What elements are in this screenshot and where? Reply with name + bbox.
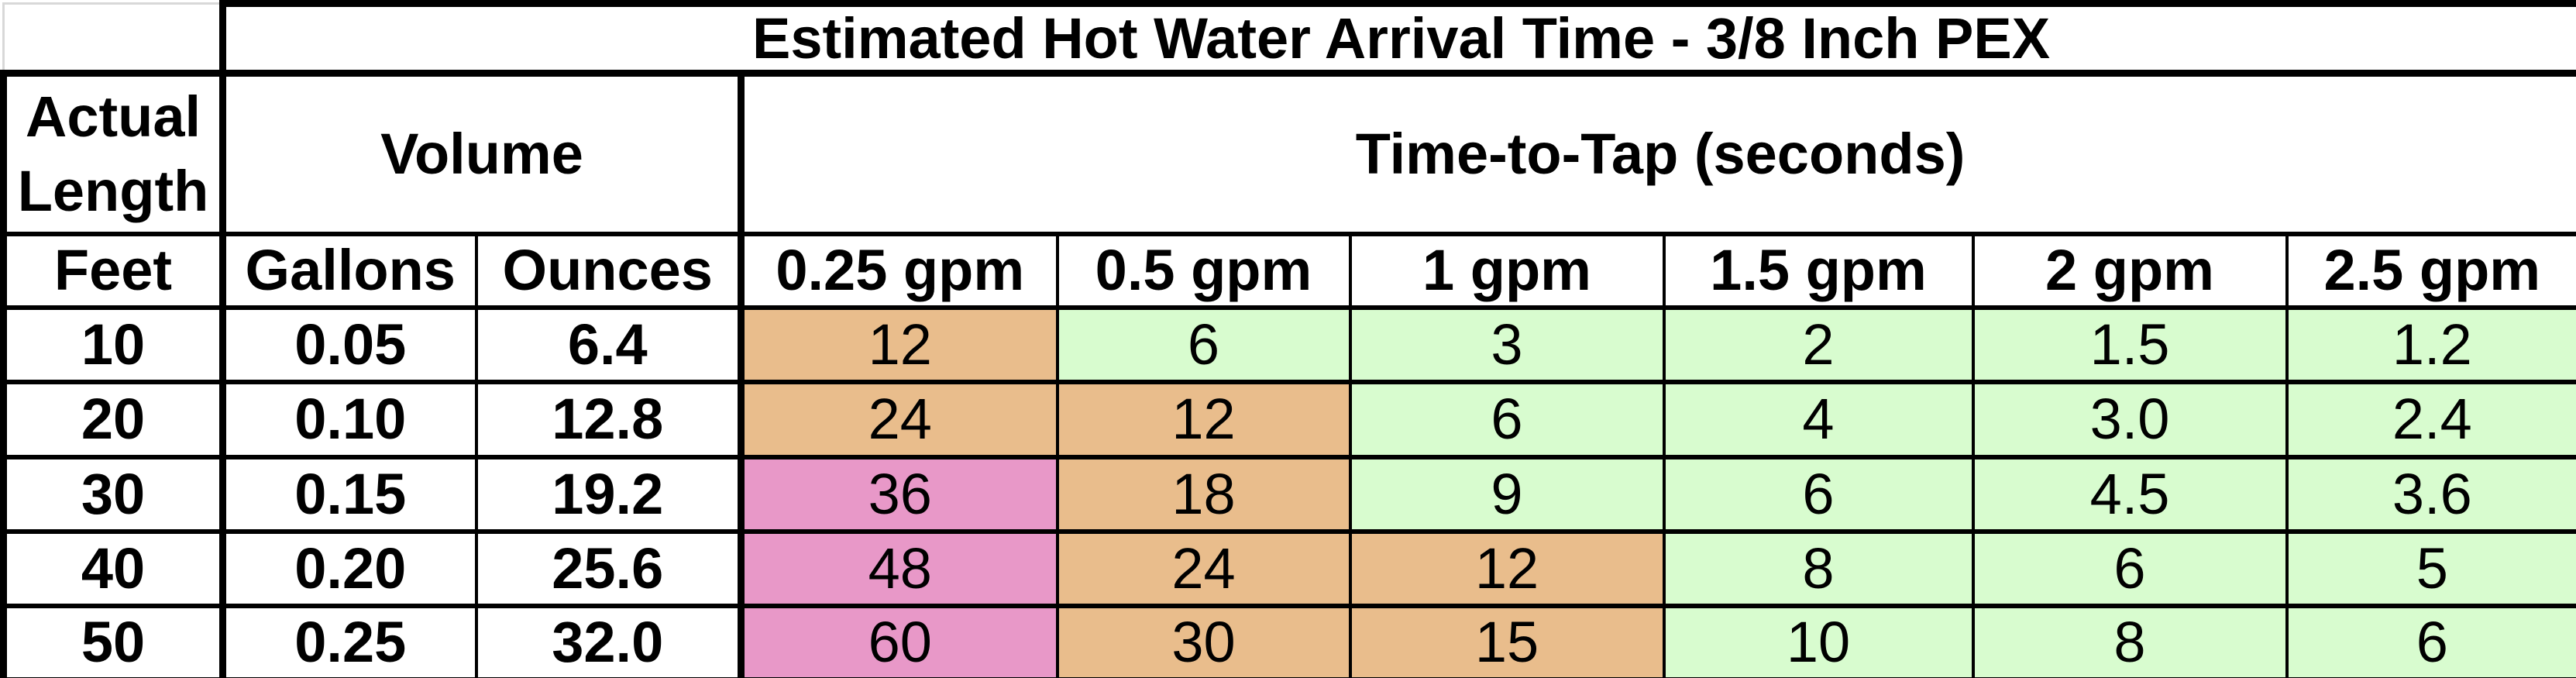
ounces-cell: 6.4 bbox=[474, 305, 745, 384]
ounces-cell: 25.6 bbox=[474, 529, 745, 608]
ounces-cell: 19.2 bbox=[474, 455, 745, 534]
time-cell: 12 bbox=[1348, 529, 1666, 608]
time-cell: 2 bbox=[1662, 305, 1975, 384]
time-cell: 3 bbox=[1348, 305, 1666, 384]
time-cell: 6 bbox=[1662, 455, 1975, 534]
time-cell: 3.0 bbox=[1971, 380, 2289, 459]
feet-cell: 50 bbox=[0, 604, 226, 678]
col-header-15gpm: 1.5 gpm bbox=[1662, 232, 1975, 310]
time-cell: 36 bbox=[739, 455, 1059, 534]
feet-cell: 10 bbox=[0, 305, 226, 384]
time-cell: 48 bbox=[739, 529, 1059, 608]
col-header-gallons: Gallons bbox=[221, 232, 478, 310]
col-header-05gpm: 0.5 gpm bbox=[1055, 232, 1352, 310]
time-cell: 8 bbox=[1971, 604, 2289, 678]
table-row: 30 0.15 19.2 36 18 9 6 4.5 3.6 bbox=[0, 455, 2576, 534]
table-title: Estimated Hot Water Arrival Time - 3/8 I… bbox=[221, 0, 2576, 77]
table-row: 50 0.25 32.0 60 30 15 10 8 6 bbox=[0, 604, 2576, 678]
time-cell: 8 bbox=[1662, 529, 1975, 608]
time-cell: 12 bbox=[739, 305, 1059, 384]
col-header-1gpm: 1 gpm bbox=[1348, 232, 1666, 310]
section-header-row: Actual Length Volume Time-to-Tap (second… bbox=[0, 71, 2576, 236]
section-header-actual-length: Actual Length bbox=[0, 71, 226, 236]
section-header-volume: Volume bbox=[221, 71, 745, 236]
ounces-cell: 12.8 bbox=[474, 380, 745, 459]
title-row: Estimated Hot Water Arrival Time - 3/8 I… bbox=[2, 0, 2576, 77]
time-cell: 24 bbox=[1055, 529, 1352, 608]
time-cell: 9 bbox=[1348, 455, 1666, 534]
corner-cell bbox=[2, 2, 226, 77]
feet-cell: 40 bbox=[0, 529, 226, 608]
time-cell: 24 bbox=[739, 380, 1059, 459]
col-header-25gpm: 2.5 gpm bbox=[2285, 232, 2576, 310]
gallons-cell: 0.20 bbox=[221, 529, 478, 608]
table-row: 10 0.05 6.4 12 6 3 2 1.5 1.2 bbox=[0, 305, 2576, 384]
time-cell: 4 bbox=[1662, 380, 1975, 459]
col-header-feet: Feet bbox=[0, 232, 226, 310]
column-header-row: Feet Gallons Ounces 0.25 gpm 0.5 gpm 1 g… bbox=[0, 232, 2576, 310]
time-cell: 5 bbox=[2285, 529, 2576, 608]
time-cell: 60 bbox=[739, 604, 1059, 678]
time-cell: 18 bbox=[1055, 455, 1352, 534]
table-row: 40 0.20 25.6 48 24 12 8 6 5 bbox=[0, 529, 2576, 608]
time-cell: 6 bbox=[1055, 305, 1352, 384]
time-cell: 10 bbox=[1662, 604, 1975, 678]
time-cell: 30 bbox=[1055, 604, 1352, 678]
col-header-ounces: Ounces bbox=[474, 232, 745, 310]
feet-cell: 20 bbox=[0, 380, 226, 459]
time-cell: 6 bbox=[2285, 604, 2576, 678]
time-cell: 1.2 bbox=[2285, 305, 2576, 384]
col-header-2gpm: 2 gpm bbox=[1971, 232, 2289, 310]
feet-cell: 30 bbox=[0, 455, 226, 534]
table-row: 20 0.10 12.8 24 12 6 4 3.0 2.4 bbox=[0, 380, 2576, 459]
ounces-cell: 32.0 bbox=[474, 604, 745, 678]
col-header-025gpm: 0.25 gpm bbox=[739, 232, 1059, 310]
section-header-time-to-tap: Time-to-Tap (seconds) bbox=[739, 71, 2576, 236]
time-cell: 4.5 bbox=[1971, 455, 2289, 534]
gallons-cell: 0.10 bbox=[221, 380, 478, 459]
time-cell: 6 bbox=[1348, 380, 1666, 459]
time-cell: 3.6 bbox=[2285, 455, 2576, 534]
time-cell: 6 bbox=[1971, 529, 2289, 608]
time-cell: 2.4 bbox=[2285, 380, 2576, 459]
time-cell: 12 bbox=[1055, 380, 1352, 459]
time-cell: 15 bbox=[1348, 604, 1666, 678]
gallons-cell: 0.05 bbox=[221, 305, 478, 384]
gallons-cell: 0.15 bbox=[221, 455, 478, 534]
time-cell: 1.5 bbox=[1971, 305, 2289, 384]
gallons-cell: 0.25 bbox=[221, 604, 478, 678]
